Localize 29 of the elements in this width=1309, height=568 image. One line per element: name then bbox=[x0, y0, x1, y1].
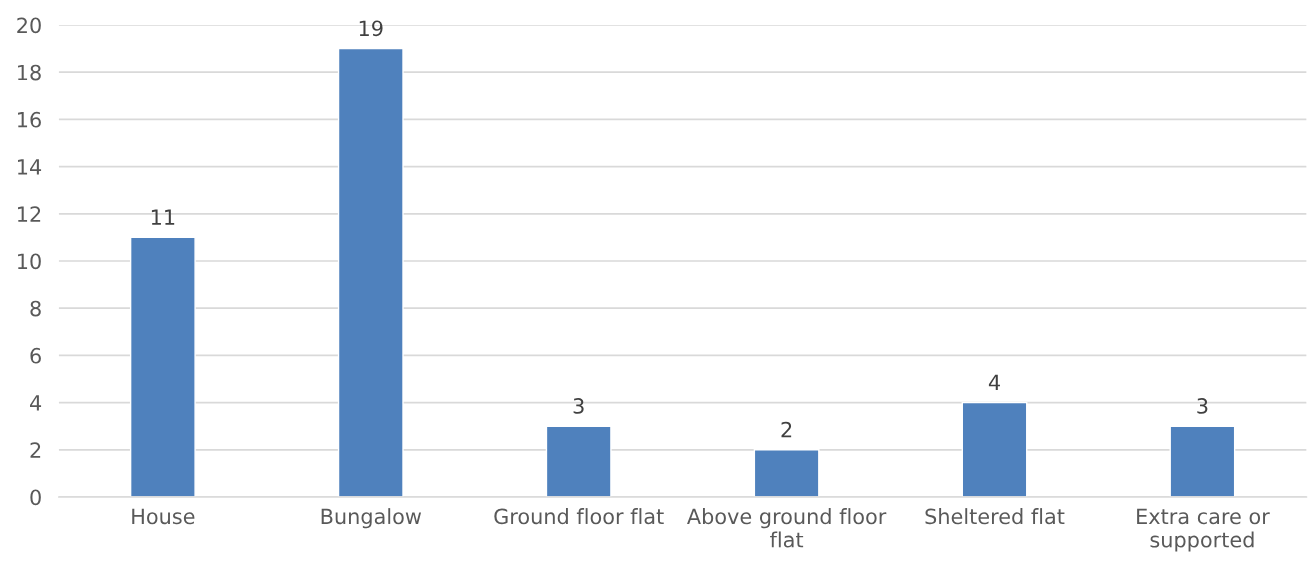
data-label: 19 bbox=[359, 20, 383, 37]
x-tick-label: Extra care or supported bbox=[1137, 508, 1270, 552]
data-label: 4 bbox=[988, 374, 1000, 390]
x-tick-label: House bbox=[132, 508, 195, 525]
bar bbox=[753, 449, 820, 497]
bar bbox=[1169, 425, 1236, 497]
y-tick-label: 12 bbox=[18, 206, 41, 222]
bar bbox=[961, 401, 1028, 497]
y-tick-label: 10 bbox=[18, 253, 41, 270]
data-label: 3 bbox=[1197, 398, 1208, 414]
bar bbox=[129, 236, 196, 497]
data-label: 11 bbox=[151, 209, 175, 225]
x-tick-label: Ground floor flat bbox=[494, 508, 664, 525]
x-tick-label: Bungalow bbox=[321, 508, 422, 529]
x-tick-label: Above ground floor flat bbox=[687, 508, 887, 548]
data-label: 2 bbox=[781, 421, 792, 438]
y-tick-label: 20 bbox=[17, 17, 41, 34]
y-tick-label: 4 bbox=[30, 395, 42, 411]
y-tick-label: 8 bbox=[30, 300, 41, 317]
bar bbox=[545, 425, 612, 497]
y-tick-label: 0 bbox=[30, 489, 41, 506]
y-tick-label: 6 bbox=[30, 347, 41, 364]
y-tick-label: 16 bbox=[18, 111, 41, 128]
bar bbox=[337, 47, 404, 497]
y-tick-label: 18 bbox=[18, 64, 41, 81]
y-tick-label: 14 bbox=[18, 159, 42, 175]
x-tick-label: Sheltered flat bbox=[925, 508, 1065, 525]
data-label: 3 bbox=[573, 398, 584, 414]
y-tick-label: 2 bbox=[30, 442, 41, 458]
